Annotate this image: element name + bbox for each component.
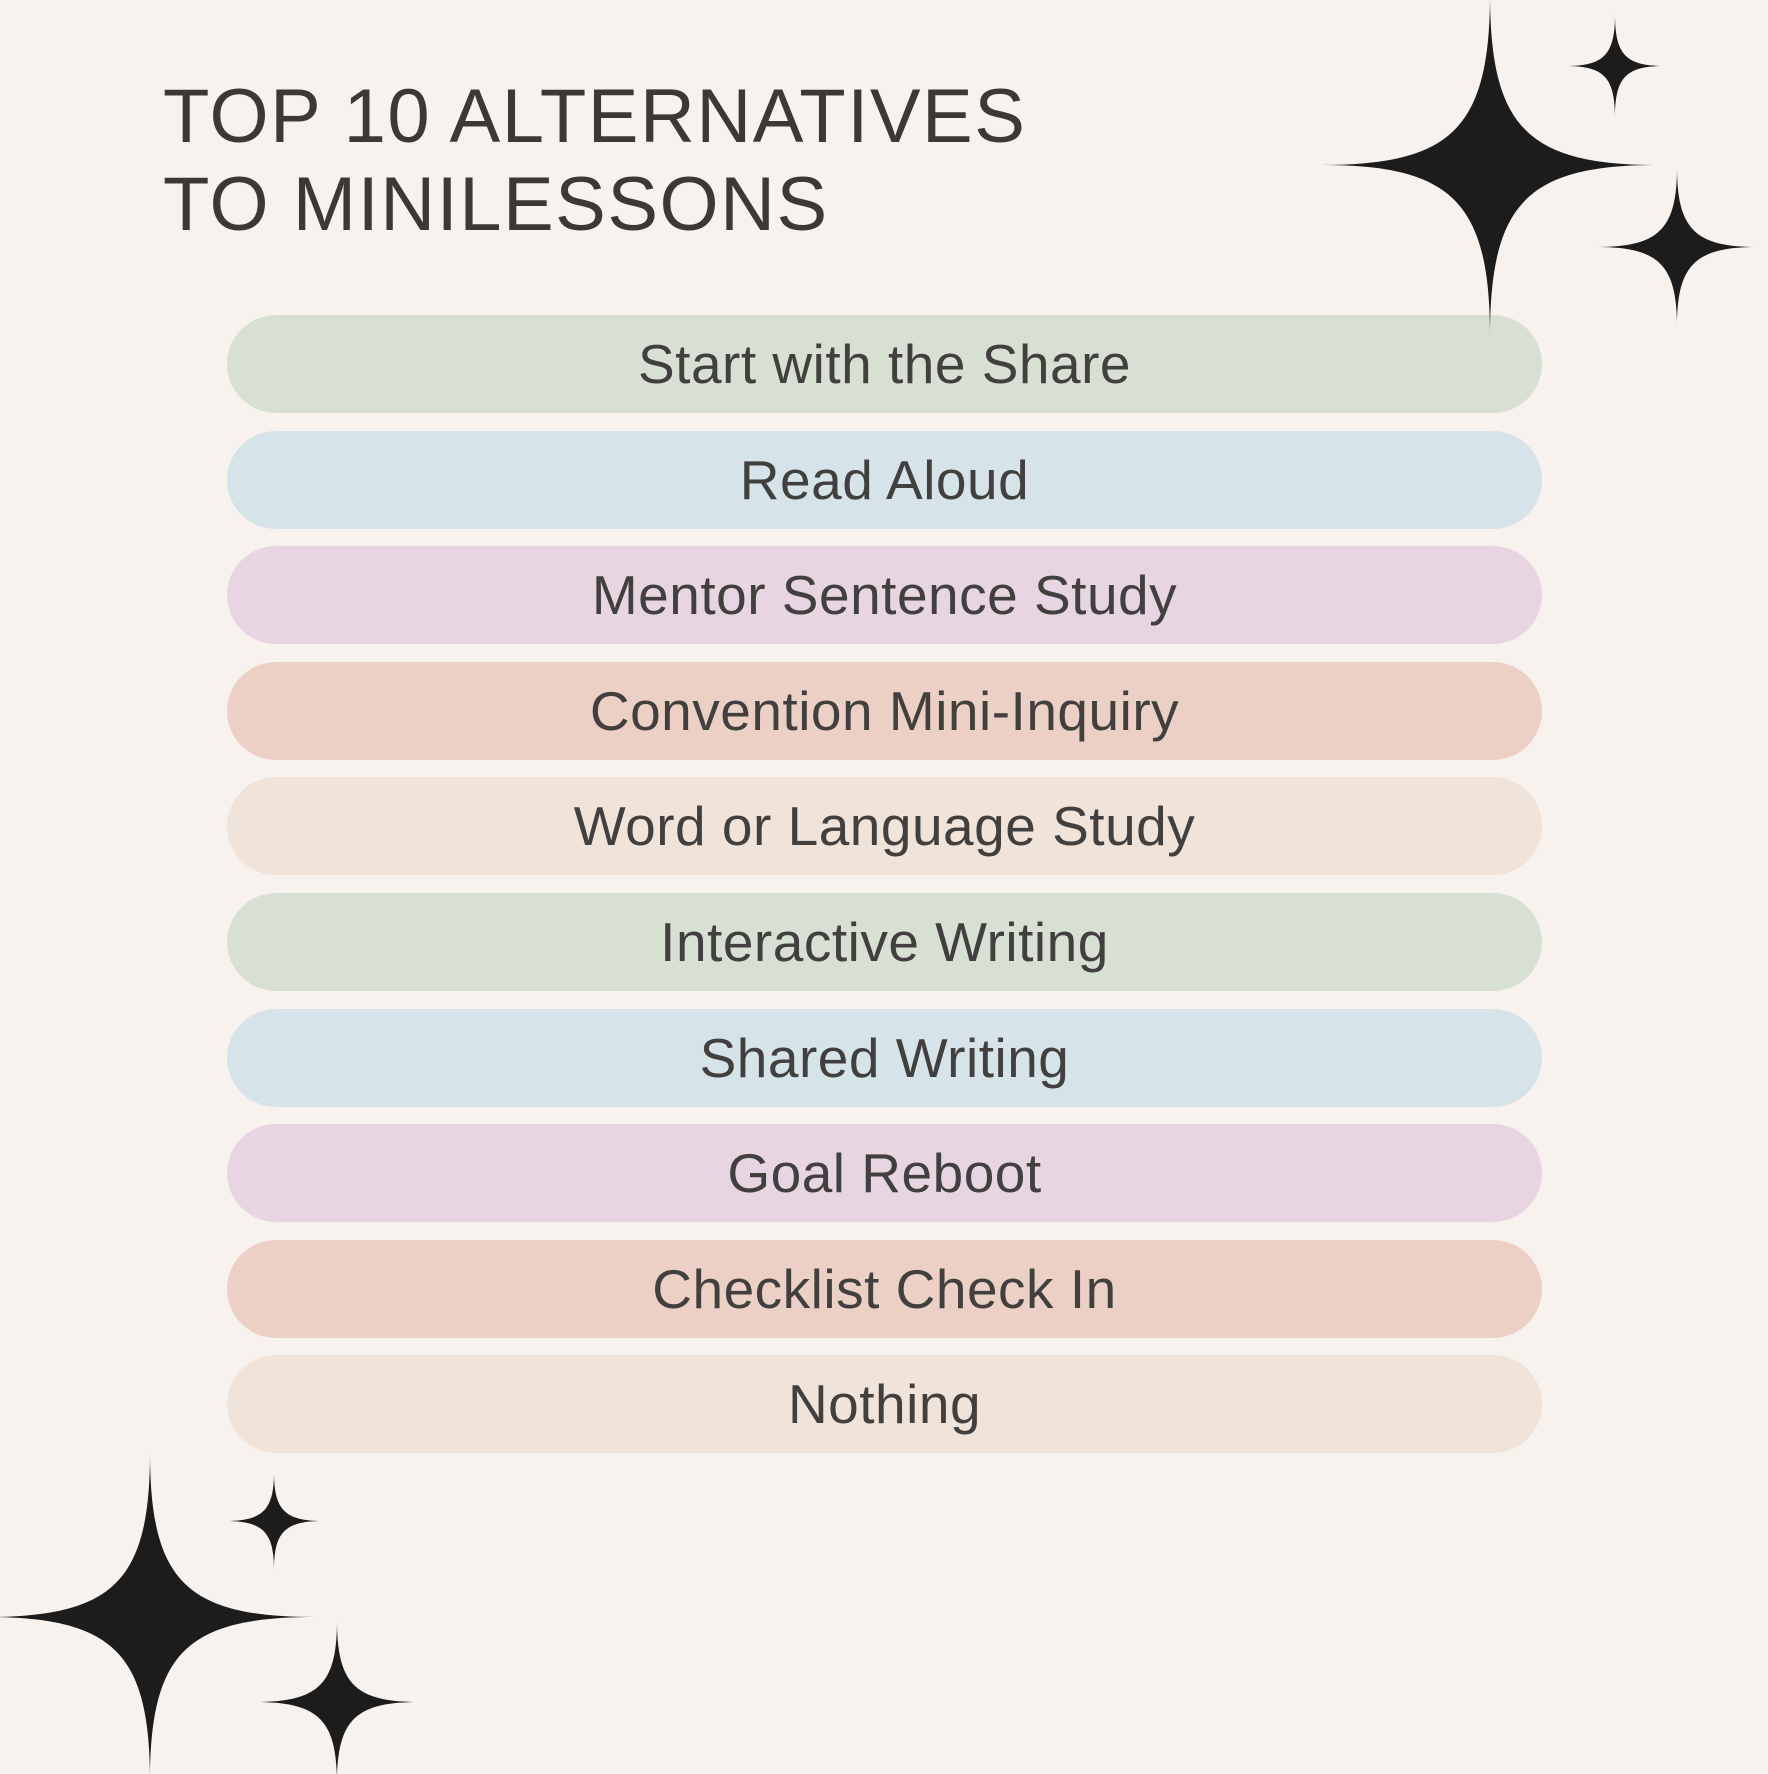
- list-item-label: Read Aloud: [739, 448, 1030, 511]
- sparkle-icon: [1565, 14, 1665, 118]
- sparkle-icon: [255, 1620, 419, 1774]
- list-item-label: Convention Mini-Inquiry: [589, 679, 1180, 742]
- list-item-label: Start with the Share: [637, 333, 1132, 395]
- alternatives-list: Start with the Share Read Aloud Mentor S…: [227, 315, 1542, 1454]
- list-item-label: Goal Reboot: [727, 1142, 1042, 1205]
- list-item: Shared Writing: [227, 1008, 1542, 1107]
- list-item: Read Aloud: [227, 430, 1542, 529]
- page-title-line-2: TO MINILESSONS: [163, 162, 829, 247]
- list-item-label: Nothing: [787, 1373, 982, 1436]
- sparkle-icon: [225, 1472, 323, 1570]
- sparkle-icon: [0, 1452, 315, 1774]
- list-item-label: Mentor Sentence Study: [591, 564, 1178, 627]
- list-item-label: Word or Language Study: [573, 795, 1196, 858]
- list-item: Goal Reboot: [227, 1124, 1542, 1223]
- sparkle-icon: [1597, 167, 1757, 327]
- list-item: Start with the Share: [227, 315, 1542, 413]
- page-title-line-1: TOP 10 ALTERNATIVES: [163, 74, 1027, 159]
- page-title: TOP 10 ALTERNATIVES TO MINILESSONS: [163, 73, 1026, 249]
- list-item-label: Checklist Check In: [652, 1257, 1117, 1320]
- list-item: Nothing: [227, 1355, 1542, 1454]
- list-item: Mentor Sentence Study: [227, 546, 1542, 645]
- list-item-label: Shared Writing: [699, 1026, 1070, 1089]
- list-item-label: Interactive Writing: [660, 910, 1109, 973]
- list-item: Word or Language Study: [227, 777, 1542, 876]
- sparkle-icon: [1322, 0, 1658, 337]
- list-item: Interactive Writing: [227, 892, 1542, 991]
- list-item: Checklist Check In: [227, 1239, 1542, 1338]
- list-item: Convention Mini-Inquiry: [227, 661, 1542, 760]
